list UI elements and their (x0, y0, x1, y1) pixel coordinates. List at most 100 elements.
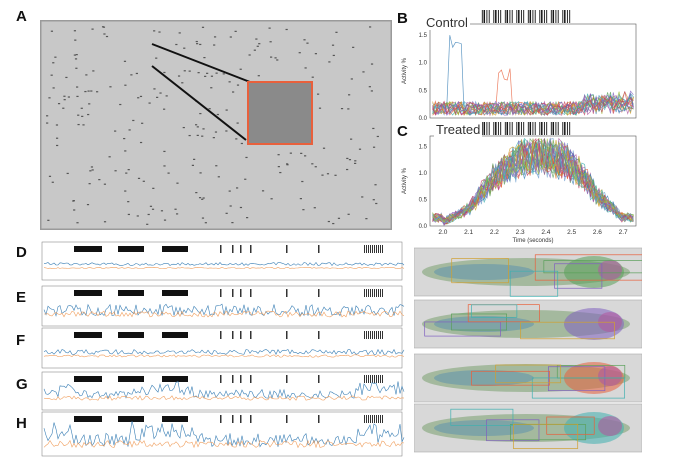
larva-dot (199, 43, 202, 46)
stimulus-tick (374, 245, 375, 253)
stimulus-tick (318, 289, 320, 297)
larva-dot (374, 184, 377, 186)
stimulus-block (118, 332, 144, 338)
larva-dot (225, 109, 228, 111)
larva-dot (181, 82, 184, 84)
stimulus-tick (372, 375, 373, 383)
larva-dot (160, 210, 164, 212)
activity-trace (432, 91, 634, 116)
larva-dot (87, 90, 90, 92)
larva-dot (142, 180, 145, 182)
larva-dot (137, 97, 140, 99)
larva-dot (334, 174, 337, 176)
panel-label-h: H (16, 415, 27, 432)
segmentation-box (534, 254, 642, 281)
larva-dot (210, 75, 214, 77)
stimulus-tick (368, 289, 369, 297)
stimulus-tick (374, 289, 375, 297)
larva-dot (85, 74, 88, 76)
larva-dot (328, 61, 331, 63)
larva-dot (130, 74, 133, 76)
larva-dot (347, 213, 350, 215)
stimulus-tick (374, 375, 375, 383)
stimulus-block (74, 416, 102, 422)
larva-dot (248, 54, 251, 56)
larva-dot (52, 62, 55, 64)
stimulus-tick (378, 245, 379, 253)
activity-trace (432, 92, 634, 116)
stimulus-block (74, 246, 102, 252)
larva-dot (228, 81, 231, 83)
larva-dot (279, 171, 282, 174)
larva-dot (208, 108, 211, 110)
larva-dot (48, 97, 51, 99)
zoom-highlight-box (247, 81, 313, 145)
panel-b-chart: 0.0 0.5 1.0 1.5 Activity % (396, 10, 644, 122)
activity-trace (432, 137, 634, 223)
larva-dot (77, 123, 80, 126)
stimulus-tick (366, 289, 367, 297)
activity-trace (43, 439, 405, 449)
larva-dot (135, 72, 138, 75)
larva-dot (301, 180, 304, 183)
larva-dot (132, 119, 135, 122)
x-axis-label: Time (seconds) (512, 238, 553, 244)
larva-dot (236, 84, 240, 86)
stimulus-tick (378, 331, 379, 339)
stimulus-tick (378, 415, 379, 423)
stimulus-tick (364, 245, 365, 253)
larva-dot (155, 57, 158, 59)
segmentation-box (520, 321, 615, 340)
stimulus-tick (318, 245, 320, 253)
x-tick-label: 2.7 (619, 229, 628, 236)
larva-dot (136, 215, 139, 217)
stimulus-tick (250, 289, 252, 297)
larva-dot (98, 179, 101, 181)
larva-dot (214, 131, 218, 133)
larva-dot (182, 126, 185, 129)
stimulus-tick (364, 375, 365, 383)
larva-dot (201, 135, 204, 137)
stimulus-block (162, 376, 188, 382)
larva-dot (300, 152, 303, 154)
larva-dot (222, 73, 225, 75)
larva-dot (347, 108, 350, 110)
stimulus-tick (232, 331, 234, 339)
larva-dot (108, 156, 111, 158)
stimulus-block (162, 332, 188, 338)
stimulus-tick (366, 331, 367, 339)
y-tick-label: 1.5 (419, 33, 428, 39)
segmentation-box (512, 423, 579, 449)
larva-dot (253, 49, 256, 51)
larva-dot (269, 41, 272, 43)
larva-dot (55, 124, 59, 126)
segmentation-box (531, 377, 626, 399)
larva-dot (346, 157, 349, 160)
larva-dot (73, 30, 77, 32)
larva-dot (153, 88, 156, 90)
larva-dot (231, 91, 235, 93)
stimulus-tick (382, 331, 383, 339)
larva-dot (302, 209, 305, 211)
larva-dot (103, 221, 107, 223)
larva-dot (124, 84, 127, 86)
y-tick-label: 0.0 (419, 116, 428, 122)
larva-dot (163, 71, 166, 74)
larva-dot (316, 93, 320, 95)
larva-dot (105, 35, 109, 38)
stimulus-tick (368, 245, 369, 253)
larva-dot (326, 173, 330, 175)
panel-c-chart: 0.0 0.5 1.0 1.5 Activity % 2.0 2.1 2.2 2.3 2.4 2.5… (396, 120, 644, 244)
stimulus-tick (380, 331, 381, 339)
larva-dot (246, 217, 249, 219)
fish-segmentation-panel (414, 244, 642, 456)
larva-dot (365, 218, 368, 220)
larva-dot (114, 170, 117, 172)
y-tick-label: 1.0 (419, 171, 428, 177)
larva-dot (314, 166, 317, 168)
fish-image (414, 353, 642, 403)
larva-dot (332, 222, 335, 225)
larva-dot (148, 102, 151, 104)
stimulus-tick (250, 331, 252, 339)
larva-dot (245, 156, 248, 159)
